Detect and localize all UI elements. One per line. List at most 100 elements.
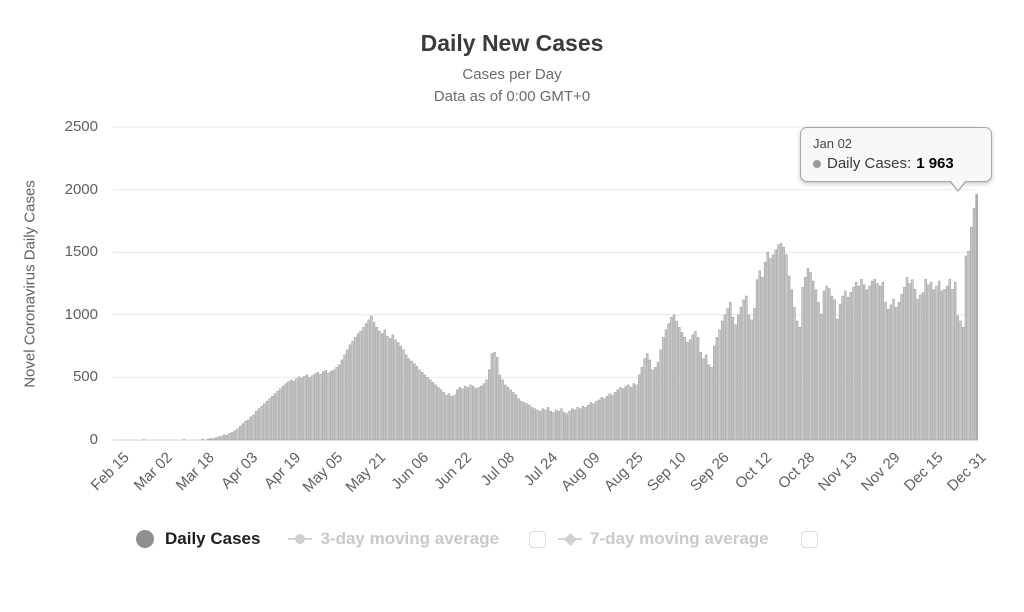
daily-cases-bar[interactable]: [362, 327, 365, 441]
daily-cases-bar[interactable]: [260, 405, 263, 441]
daily-cases-bar[interactable]: [964, 255, 968, 441]
daily-cases-bar[interactable]: [238, 425, 242, 441]
daily-cases-bar[interactable]: [509, 389, 512, 441]
daily-cases-bar[interactable]: [407, 358, 411, 441]
daily-cases-bar[interactable]: [806, 268, 810, 441]
daily-cases-bar[interactable]: [887, 308, 890, 441]
legend-item-daily-cases[interactable]: Daily Cases: [136, 529, 260, 549]
daily-cases-bar[interactable]: [343, 354, 346, 441]
daily-cases-bar[interactable]: [852, 287, 855, 441]
daily-cases-bar[interactable]: [659, 349, 662, 441]
daily-cases-bar[interactable]: [549, 410, 552, 441]
daily-cases-bar[interactable]: [212, 438, 215, 441]
daily-cases-bar[interactable]: [723, 314, 727, 441]
daily-cases-bar[interactable]: [471, 385, 475, 441]
daily-cases-bar[interactable]: [924, 279, 927, 441]
daily-cases-bar[interactable]: [247, 419, 250, 441]
daily-cases-bar[interactable]: [327, 372, 330, 441]
daily-cases-bar[interactable]: [651, 369, 654, 441]
daily-cases-bar[interactable]: [795, 320, 799, 441]
daily-cases-bar[interactable]: [405, 354, 408, 441]
daily-cases-bar[interactable]: [785, 254, 788, 441]
daily-cases-bar[interactable]: [281, 385, 285, 441]
daily-cases-bar[interactable]: [206, 438, 210, 441]
daily-cases-bar[interactable]: [675, 320, 678, 441]
daily-cases-bar[interactable]: [790, 289, 794, 441]
daily-cases-bar[interactable]: [919, 294, 922, 441]
daily-cases-bar[interactable]: [386, 335, 389, 441]
daily-cases-bar[interactable]: [284, 383, 287, 441]
daily-cases-bar[interactable]: [662, 337, 665, 441]
daily-cases-bar[interactable]: [908, 283, 911, 441]
daily-cases-bar[interactable]: [696, 337, 700, 441]
daily-cases-bar[interactable]: [308, 377, 311, 441]
daily-cases-bar[interactable]: [217, 436, 220, 441]
daily-cases-bar[interactable]: [900, 294, 903, 441]
daily-cases-bar[interactable]: [279, 388, 282, 441]
daily-cases-bar[interactable]: [589, 402, 593, 441]
daily-cases-bar[interactable]: [873, 279, 877, 441]
daily-cases-bar[interactable]: [423, 374, 427, 441]
daily-cases-bar[interactable]: [263, 403, 266, 441]
daily-cases-bar[interactable]: [573, 409, 577, 441]
daily-cases-bar[interactable]: [346, 349, 349, 441]
daily-cases-bar[interactable]: [718, 329, 721, 441]
daily-cases-bar[interactable]: [782, 246, 785, 441]
daily-cases-bar[interactable]: [370, 315, 373, 441]
daily-cases-bar[interactable]: [710, 367, 713, 441]
daily-cases-bar[interactable]: [271, 395, 274, 441]
daily-cases-bar[interactable]: [319, 374, 322, 441]
daily-cases-bar[interactable]: [860, 279, 863, 441]
daily-cases-bar[interactable]: [680, 332, 684, 441]
daily-cases-bar[interactable]: [779, 243, 783, 441]
daily-cases-bar[interactable]: [597, 399, 601, 441]
checkbox-3day-average[interactable]: [529, 530, 547, 548]
daily-cases-bar[interactable]: [844, 290, 847, 441]
daily-cases-bar[interactable]: [292, 380, 295, 441]
daily-cases-bar[interactable]: [734, 324, 737, 441]
daily-cases-bar[interactable]: [801, 287, 804, 441]
daily-cases-bar[interactable]: [182, 439, 186, 441]
daily-cases-bar[interactable]: [613, 392, 617, 441]
daily-cases-bar[interactable]: [916, 298, 919, 441]
daily-cases-bar[interactable]: [522, 402, 526, 441]
daily-cases-bar[interactable]: [533, 408, 536, 441]
daily-cases-bar[interactable]: [228, 432, 231, 441]
daily-cases-bar[interactable]: [683, 337, 686, 441]
daily-cases-bar[interactable]: [225, 434, 228, 441]
daily-cases-bar[interactable]: [699, 352, 702, 441]
daily-cases-bar[interactable]: [889, 304, 893, 441]
daily-cases-bar[interactable]: [584, 407, 587, 441]
daily-cases-bar[interactable]: [311, 375, 314, 441]
daily-cases-bar[interactable]: [640, 367, 644, 441]
daily-cases-bar[interactable]: [603, 398, 606, 441]
daily-cases-bar[interactable]: [453, 394, 456, 441]
daily-cases-bar[interactable]: [220, 435, 223, 441]
daily-cases-bar[interactable]: [391, 334, 394, 441]
daily-cases-bar[interactable]: [378, 330, 381, 441]
daily-cases-bar[interactable]: [300, 377, 303, 441]
legend-item-7day-average[interactable]: 7-day moving average: [558, 529, 769, 549]
daily-cases-bar[interactable]: [517, 398, 520, 441]
daily-cases-bar[interactable]: [731, 317, 735, 441]
daily-cases-bar[interactable]: [836, 318, 839, 441]
daily-cases-bar[interactable]: [396, 342, 400, 441]
daily-cases-bar[interactable]: [493, 352, 496, 441]
daily-cases-bar[interactable]: [541, 408, 544, 441]
daily-cases-bar[interactable]: [255, 410, 258, 441]
daily-cases-bar[interactable]: [241, 423, 245, 441]
daily-cases-bar[interactable]: [429, 379, 432, 441]
daily-cases-bar[interactable]: [576, 407, 579, 441]
daily-cases-bar[interactable]: [608, 393, 611, 441]
daily-cases-bar[interactable]: [546, 407, 550, 441]
daily-cases-bar[interactable]: [380, 333, 384, 441]
daily-cases-bar[interactable]: [252, 414, 255, 441]
daily-cases-bar[interactable]: [688, 339, 692, 441]
daily-cases-bar[interactable]: [295, 378, 298, 441]
daily-cases-bar[interactable]: [825, 285, 828, 441]
daily-cases-bar[interactable]: [678, 327, 681, 441]
daily-cases-bar[interactable]: [774, 249, 777, 441]
daily-cases-bar[interactable]: [571, 408, 574, 441]
daily-cases-bar[interactable]: [862, 284, 866, 441]
daily-cases-bar[interactable]: [927, 284, 930, 441]
